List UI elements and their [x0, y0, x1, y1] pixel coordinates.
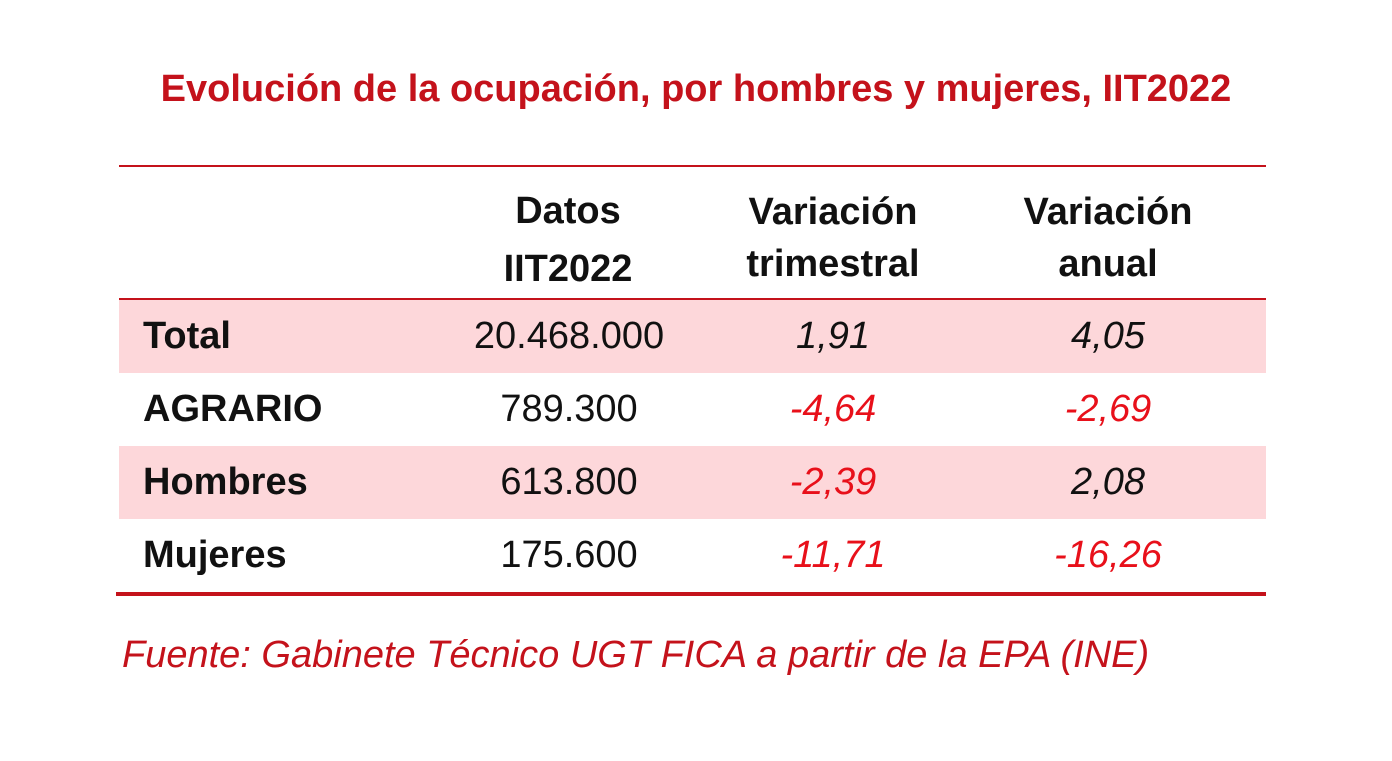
- source-note: Fuente: Gabinete Técnico UGT FICA a part…: [122, 634, 1150, 676]
- cell-datos: 175.600: [500, 534, 638, 576]
- cell-trimestral: -2,39: [789, 461, 877, 503]
- chart-title: Evolución de la ocupación, por hombres y…: [160, 68, 1232, 110]
- cell-anual: 2,08: [1071, 461, 1145, 503]
- table-header-rule: [119, 298, 1266, 300]
- cell-datos: 789.300: [500, 388, 638, 430]
- cell-trimestral: -4,64: [789, 388, 877, 430]
- table-row-hombres: Hombres 613.800 -2,39 2,08: [119, 446, 1266, 519]
- column-header-datos: Datos IIT2022: [418, 182, 718, 298]
- column-header-trimestral-line2: trimestral: [746, 243, 920, 285]
- row-label: Hombres: [143, 461, 308, 503]
- column-header-datos-line2: IIT2022: [503, 248, 633, 290]
- table-bottom-rule: [116, 592, 1266, 596]
- row-label: Total: [143, 315, 231, 357]
- cell-datos: 20.468.000: [473, 315, 665, 357]
- column-header-anual-line1: Variación: [1023, 191, 1193, 233]
- column-header-trimestral: Variación trimestral: [683, 186, 983, 290]
- cell-anual: -2,69: [1064, 388, 1152, 430]
- column-header-datos-line1: Datos: [515, 190, 621, 232]
- cell-trimestral: 1,91: [796, 315, 870, 357]
- cell-datos: 613.800: [500, 461, 638, 503]
- table-row-total: Total 20.468.000 1,91 4,05: [119, 300, 1266, 373]
- table-top-rule: [119, 165, 1266, 167]
- cell-anual: 4,05: [1071, 315, 1145, 357]
- table-row-agrario: AGRARIO 789.300 -4,64 -2,69: [119, 373, 1266, 446]
- row-label: AGRARIO: [143, 388, 323, 430]
- table-row-mujeres: Mujeres 175.600 -11,71 -16,26: [119, 519, 1266, 592]
- column-header-trimestral-line1: Variación: [748, 191, 918, 233]
- column-header-anual: Variación anual: [958, 186, 1258, 290]
- row-label: Mujeres: [143, 534, 287, 576]
- column-header-anual-line2: anual: [1058, 243, 1158, 285]
- cell-anual: -16,26: [1054, 534, 1162, 576]
- cell-trimestral: -11,71: [780, 534, 886, 576]
